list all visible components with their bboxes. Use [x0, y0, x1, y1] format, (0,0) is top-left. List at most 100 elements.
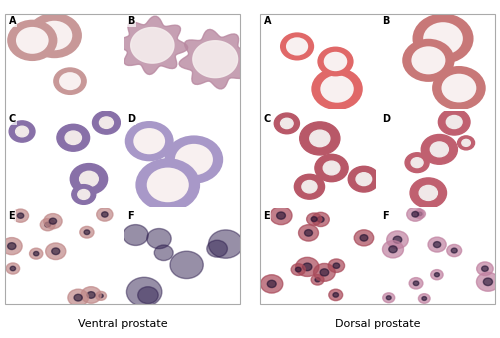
- Circle shape: [46, 243, 66, 260]
- Circle shape: [8, 243, 16, 249]
- Circle shape: [315, 277, 320, 282]
- Text: C: C: [8, 114, 16, 124]
- Circle shape: [484, 278, 492, 286]
- Circle shape: [44, 222, 51, 227]
- Circle shape: [462, 139, 470, 146]
- Circle shape: [270, 207, 292, 225]
- Circle shape: [74, 294, 82, 301]
- Circle shape: [318, 47, 354, 76]
- Circle shape: [434, 242, 440, 247]
- Circle shape: [412, 212, 418, 217]
- Text: F: F: [382, 211, 389, 221]
- Circle shape: [419, 186, 438, 200]
- Circle shape: [296, 267, 301, 272]
- Circle shape: [418, 294, 430, 303]
- Circle shape: [154, 245, 173, 261]
- Circle shape: [333, 263, 340, 268]
- Circle shape: [410, 178, 447, 208]
- Circle shape: [84, 230, 89, 235]
- Circle shape: [430, 270, 443, 280]
- Circle shape: [414, 209, 426, 218]
- Circle shape: [434, 273, 440, 277]
- Circle shape: [268, 280, 276, 288]
- Circle shape: [412, 14, 474, 64]
- Circle shape: [136, 158, 200, 212]
- Circle shape: [314, 263, 335, 281]
- Polygon shape: [117, 16, 188, 74]
- Circle shape: [146, 168, 189, 202]
- Circle shape: [260, 275, 283, 293]
- Circle shape: [409, 277, 423, 289]
- Circle shape: [16, 27, 48, 54]
- Text: B: B: [127, 17, 134, 26]
- Circle shape: [430, 142, 448, 157]
- Circle shape: [276, 212, 285, 219]
- Circle shape: [302, 263, 312, 271]
- Circle shape: [123, 225, 148, 245]
- Circle shape: [333, 293, 338, 297]
- Circle shape: [80, 226, 94, 238]
- Circle shape: [27, 13, 82, 58]
- Circle shape: [147, 228, 171, 249]
- Circle shape: [438, 109, 470, 135]
- Circle shape: [10, 266, 16, 271]
- Circle shape: [320, 75, 354, 103]
- Circle shape: [382, 293, 394, 303]
- Polygon shape: [130, 27, 174, 63]
- Circle shape: [207, 240, 228, 257]
- Text: F: F: [127, 211, 134, 221]
- Text: A: A: [8, 17, 16, 26]
- Circle shape: [12, 209, 28, 222]
- Circle shape: [53, 67, 87, 95]
- Circle shape: [310, 130, 330, 147]
- Circle shape: [317, 217, 324, 222]
- Circle shape: [302, 180, 317, 193]
- Circle shape: [482, 266, 488, 271]
- Circle shape: [422, 296, 426, 300]
- Circle shape: [323, 161, 340, 175]
- Text: Dorsal prostate: Dorsal prostate: [335, 319, 420, 330]
- Circle shape: [382, 241, 404, 258]
- Circle shape: [356, 173, 372, 186]
- Circle shape: [52, 248, 60, 255]
- Circle shape: [447, 244, 462, 257]
- Circle shape: [280, 32, 314, 61]
- Circle shape: [6, 263, 20, 274]
- Polygon shape: [193, 41, 238, 78]
- Circle shape: [320, 269, 328, 276]
- Circle shape: [300, 122, 340, 155]
- Circle shape: [70, 164, 108, 194]
- Circle shape: [411, 158, 423, 168]
- Circle shape: [294, 174, 324, 199]
- Circle shape: [360, 235, 368, 241]
- Circle shape: [386, 296, 391, 300]
- Text: D: D: [382, 114, 390, 124]
- Circle shape: [286, 37, 308, 55]
- Circle shape: [9, 121, 35, 142]
- Circle shape: [311, 274, 324, 285]
- Circle shape: [78, 190, 90, 199]
- Text: E: E: [264, 211, 270, 221]
- Circle shape: [312, 68, 363, 110]
- Circle shape: [50, 218, 56, 224]
- Circle shape: [386, 231, 408, 248]
- Circle shape: [280, 118, 293, 128]
- Circle shape: [57, 124, 90, 151]
- Circle shape: [2, 238, 22, 255]
- Circle shape: [87, 292, 95, 298]
- Circle shape: [296, 257, 319, 276]
- Text: D: D: [127, 114, 135, 124]
- Circle shape: [134, 128, 165, 154]
- Circle shape: [274, 113, 299, 134]
- Text: E: E: [8, 211, 15, 221]
- Circle shape: [446, 116, 462, 128]
- Text: A: A: [264, 17, 271, 26]
- Circle shape: [328, 259, 344, 272]
- Circle shape: [423, 22, 463, 55]
- Text: Ventral prostate: Ventral prostate: [78, 319, 168, 330]
- Circle shape: [354, 230, 374, 246]
- Circle shape: [102, 212, 108, 217]
- Circle shape: [16, 126, 28, 137]
- Circle shape: [72, 185, 96, 204]
- Circle shape: [126, 277, 162, 307]
